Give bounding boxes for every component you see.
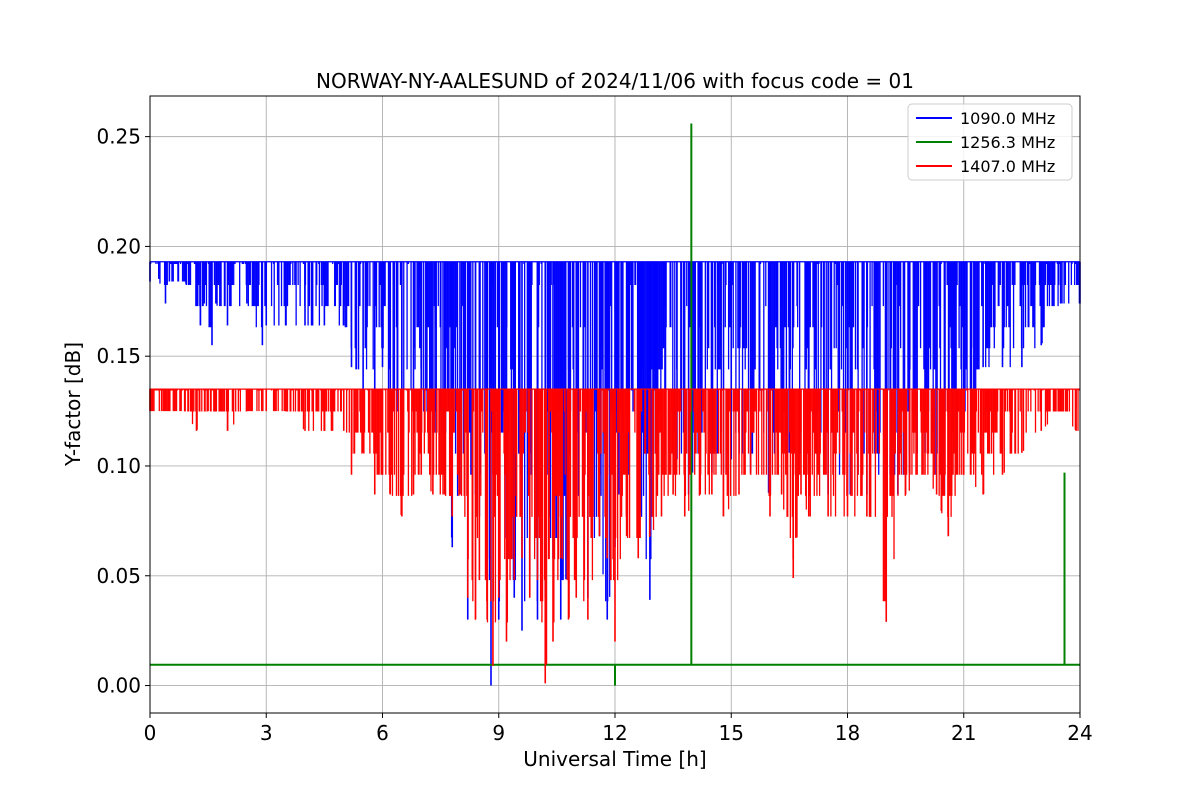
x-tick-label: 9 bbox=[492, 721, 505, 745]
x-tick-label: 21 bbox=[951, 721, 976, 745]
series-1407-mhz bbox=[149, 388, 1080, 684]
x-tick-label: 15 bbox=[719, 721, 744, 745]
legend-label: 1090.0 MHz bbox=[960, 109, 1055, 128]
series-1407-mhz-line bbox=[149, 388, 1080, 665]
y-tick-label: 0.05 bbox=[96, 564, 141, 588]
plot-area bbox=[149, 123, 1081, 686]
y-axis-label: Y-factor [dB] bbox=[61, 342, 85, 467]
x-tick-label: 0 bbox=[144, 721, 157, 745]
x-tick-label: 18 bbox=[835, 721, 860, 745]
y-tick-label: 0.20 bbox=[96, 234, 141, 258]
x-tick-label: 24 bbox=[1067, 721, 1092, 745]
axis-ticks: 0 3 6 9 12 15 18 21 24 0.00 0.05 0.10 0.15 0.20 0.25 bbox=[96, 125, 1092, 745]
y-tick-label: 0.00 bbox=[96, 674, 141, 698]
y-tick-label: 0.15 bbox=[96, 344, 141, 368]
legend: 1090.0 MHz 1256.3 MHz 1407.0 MHz bbox=[907, 103, 1073, 181]
legend-box bbox=[907, 103, 1073, 181]
x-axis-label: Universal Time [h] bbox=[523, 747, 706, 771]
legend-label: 1256.3 MHz bbox=[960, 133, 1055, 152]
chart-title: NORWAY-NY-AALESUND of 2024/11/06 with fo… bbox=[316, 69, 914, 93]
legend-label: 1407.0 MHz bbox=[960, 157, 1055, 176]
x-tick-label: 3 bbox=[260, 721, 273, 745]
x-tick-label: 12 bbox=[602, 721, 627, 745]
y-tick-label: 0.25 bbox=[96, 125, 141, 149]
y-tick-label: 0.10 bbox=[96, 454, 141, 478]
x-tick-label: 6 bbox=[376, 721, 389, 745]
